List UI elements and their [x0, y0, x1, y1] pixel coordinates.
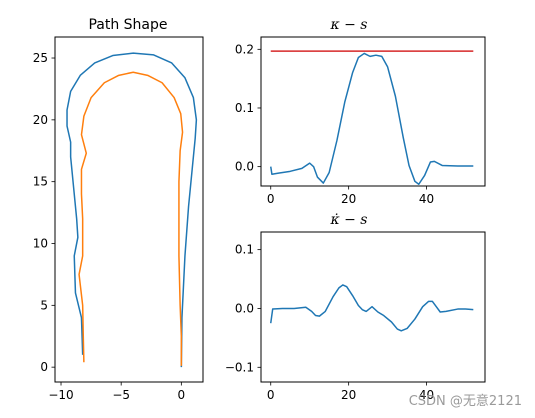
curvature-rate-frame: [260, 231, 486, 383]
path-shape-frame: [54, 36, 204, 383]
path-shape-y-tick-label-4: 20: [33, 113, 48, 127]
path-shape-y-tick-label-5: 25: [33, 51, 48, 65]
path-shape-x-tick-label-2: 0: [178, 388, 186, 402]
curvature-series: [269, 50, 474, 185]
curvature-y-tick-label-2: 0.2: [235, 42, 254, 56]
path-shape-y-tick-label-0: 0: [40, 360, 48, 374]
path-shape-series-line-1: [78, 71, 184, 366]
curvature-rate-series-line-0: [269, 284, 474, 332]
curvature-chart: κ − s 0 20 40 0.0 0.1 0.2: [235, 17, 486, 206]
path-shape-chart: Path Shape −10 −5 0 0 5 10 15 20 25: [33, 17, 204, 402]
curvature-rate-chart: κ̇ − s 0 20 40 −0.1 0.0 0.1: [225, 212, 486, 402]
curvature-frame: [260, 36, 486, 187]
chart-title-curvature-rate: κ̇ − s: [330, 212, 368, 228]
curvature-rate-y-tick-label-2: 0.1: [235, 243, 254, 257]
curvature-rate-y-tick-label-0: −0.1: [225, 360, 254, 374]
path-shape-series-line-0: [66, 52, 198, 368]
path-shape-x-tick-label-0: −10: [48, 388, 73, 402]
chart-title-curvature: κ − s: [330, 17, 368, 33]
curvature-series-line-0: [269, 52, 474, 185]
curvature-rate-x-tick-label-0: 0: [267, 388, 275, 402]
curvature-rate-y-tick-label-1: 0.0: [235, 301, 254, 315]
curvature-y-tick-label-1: 0.1: [235, 101, 254, 115]
curvature-x-tick-label-0: 0: [267, 192, 275, 206]
path-shape-x-tick-label-1: −5: [112, 388, 130, 402]
curvature-x-tick-label-2: 40: [419, 192, 434, 206]
curvature-y-tick-label-0: 0.0: [235, 160, 254, 174]
path-shape-series: [66, 52, 198, 368]
curvature-axes: 0 20 40 0.0 0.1 0.2: [235, 42, 434, 206]
path-shape-y-tick-label-1: 5: [40, 298, 48, 312]
curvature-rate-series: [269, 284, 474, 332]
path-shape-y-tick-label-2: 10: [33, 237, 48, 251]
path-shape-axes: −10 −5 0 0 5 10 15 20 25: [33, 51, 185, 402]
curvature-rate-axes: 0 20 40 −0.1 0.0 0.1: [225, 243, 434, 402]
curvature-rate-x-tick-label-1: 20: [341, 388, 356, 402]
chart-title-path-shape: Path Shape: [88, 17, 167, 33]
watermark-text: CSDN @无意2121: [409, 393, 522, 409]
path-shape-y-tick-label-3: 15: [33, 175, 48, 189]
curvature-x-tick-label-1: 20: [341, 192, 356, 206]
curvature-rate-x-tick-label-2: 40: [419, 388, 434, 402]
